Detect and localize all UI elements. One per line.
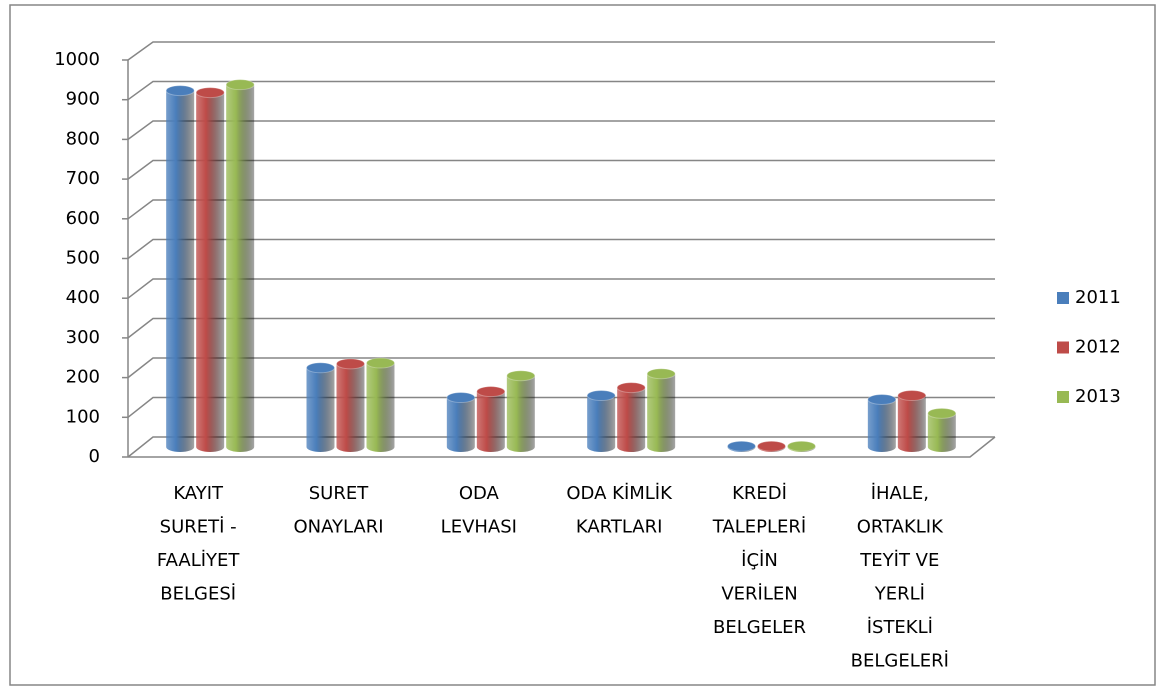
x-tick-label: ORTAKLIK <box>857 517 944 538</box>
grid-line <box>127 436 995 458</box>
bar <box>757 440 786 452</box>
legend-label: 2011 <box>1075 287 1121 308</box>
bar <box>867 393 897 452</box>
bar <box>897 390 927 452</box>
y-tick-label: 400 <box>66 287 100 308</box>
bar <box>366 357 395 452</box>
y-tick-label: 500 <box>66 248 100 269</box>
x-tick-label: VERİLEN <box>721 584 797 605</box>
x-tick-label: FAALİYET <box>157 550 241 571</box>
x-tick-label: ONAYLARI <box>293 517 383 538</box>
y-tick-label: 700 <box>66 168 100 189</box>
y-tick-label: 1000 <box>54 49 100 70</box>
grid-line <box>127 317 995 339</box>
bar <box>165 85 195 452</box>
bar <box>506 370 536 452</box>
x-tick-label: TEYİT VE <box>859 550 939 571</box>
x-tick-label: SURETİ - <box>160 517 237 538</box>
x-tick-label: KREDİ <box>732 483 787 504</box>
x-tick-label: SURET <box>309 483 369 504</box>
bar <box>476 386 506 452</box>
y-tick-label: 0 <box>89 446 100 467</box>
bar <box>616 382 646 452</box>
grid-line <box>127 80 995 101</box>
legend-label: 2013 <box>1075 386 1121 407</box>
grid-line <box>127 357 995 379</box>
floor <box>128 436 996 458</box>
x-tick-label: YERLİ <box>874 584 925 605</box>
legend-label: 2012 <box>1075 337 1121 358</box>
bar <box>336 358 365 452</box>
legend-swatch <box>1057 292 1069 304</box>
bar <box>446 392 476 452</box>
bar <box>225 79 255 452</box>
y-tick-label: 200 <box>66 367 100 388</box>
x-tick-label: İÇİN <box>741 550 778 571</box>
grid-line <box>127 396 995 418</box>
x-tick-label: BELGELERİ <box>851 651 949 672</box>
bar <box>727 440 756 452</box>
x-tick-label: ODA KİMLİK <box>566 483 673 504</box>
y-tick-label: 600 <box>66 208 100 229</box>
bar <box>306 362 335 452</box>
x-tick-label: İHALE, <box>871 483 929 504</box>
grid-line <box>127 120 995 141</box>
grid-line <box>127 199 995 220</box>
x-tick-label: BELGELER <box>713 617 806 638</box>
legend-swatch <box>1057 341 1069 354</box>
y-tick-label: 800 <box>66 128 100 149</box>
y-tick-label: 300 <box>66 327 100 348</box>
x-tick-label: KARTLARI <box>576 517 663 538</box>
bar <box>586 390 616 452</box>
x-tick-label: KAYIT <box>173 483 224 504</box>
bar <box>787 440 816 452</box>
grid-line <box>127 41 995 61</box>
x-tick-label: İSTEKLİ <box>867 617 933 638</box>
grid-line <box>127 159 995 180</box>
x-tick-label: TALEPLERİ <box>712 517 806 538</box>
x-tick-label: BELGESİ <box>160 584 236 605</box>
bar <box>646 368 676 452</box>
bar <box>195 87 225 452</box>
x-tick-label: ODA <box>459 483 500 504</box>
y-tick-label: 100 <box>66 406 100 427</box>
y-tick-label: 900 <box>66 89 100 110</box>
bar <box>927 407 957 452</box>
x-tick-label: LEVHASI <box>441 517 517 538</box>
legend-swatch <box>1057 391 1069 403</box>
grid-line <box>127 238 995 260</box>
grid-line <box>127 278 995 299</box>
